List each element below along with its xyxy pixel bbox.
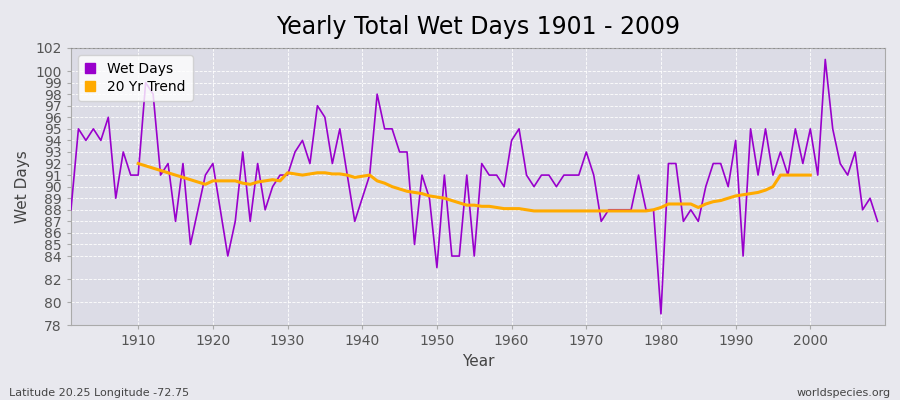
20 Yr Trend	[805, 173, 815, 178]
Wet Days	[655, 312, 666, 316]
20 Yr Trend	[528, 208, 539, 213]
Title: Yearly Total Wet Days 1901 - 2009: Yearly Total Wet Days 1901 - 2009	[276, 15, 680, 39]
X-axis label: Year: Year	[462, 354, 494, 369]
Wet Days	[596, 219, 607, 224]
Legend: Wet Days, 20 Yr Trend: Wet Days, 20 Yr Trend	[78, 55, 193, 101]
Wet Days	[872, 219, 883, 224]
Line: Wet Days: Wet Days	[71, 60, 878, 314]
20 Yr Trend	[790, 173, 801, 178]
Wet Days	[290, 150, 301, 154]
20 Yr Trend	[707, 199, 718, 204]
20 Yr Trend	[290, 172, 301, 176]
20 Yr Trend	[215, 178, 226, 183]
Wet Days	[506, 138, 517, 143]
Wet Days	[66, 207, 77, 212]
20 Yr Trend	[797, 173, 808, 178]
Wet Days	[125, 173, 136, 178]
20 Yr Trend	[133, 161, 144, 166]
Text: Latitude 20.25 Longitude -72.75: Latitude 20.25 Longitude -72.75	[9, 388, 189, 398]
Y-axis label: Wet Days: Wet Days	[15, 150, 30, 223]
Text: worldspecies.org: worldspecies.org	[796, 388, 891, 398]
Wet Days	[499, 184, 509, 189]
Wet Days	[335, 126, 346, 131]
Line: 20 Yr Trend: 20 Yr Trend	[139, 164, 810, 211]
20 Yr Trend	[304, 172, 315, 176]
Wet Days	[820, 57, 831, 62]
